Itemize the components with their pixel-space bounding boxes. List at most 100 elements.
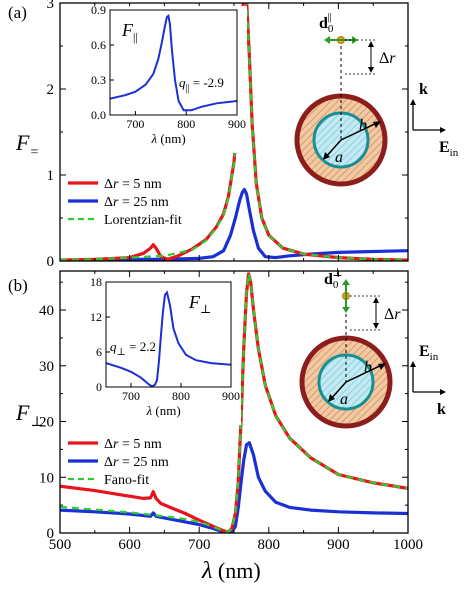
radius-b-arrowhead <box>378 363 386 370</box>
y-tick-label: 3 <box>47 0 55 12</box>
legend-label-0-part: Δ <box>104 437 113 452</box>
inset-x-label: λ (nm) <box>146 403 181 418</box>
dipole-label-part: ⊥ <box>332 267 342 279</box>
inset-f-label-part: F <box>188 292 201 312</box>
inset-x-tick-label: 700 <box>122 389 140 403</box>
y-tick-label: 30 <box>39 359 54 375</box>
radius-b-label: b <box>364 359 372 376</box>
legend-label-1-part: r <box>113 195 119 210</box>
delta-arrowhead-down <box>368 67 374 73</box>
y-axis-label-part: F <box>15 130 30 155</box>
inset-x-tick-label: 800 <box>177 117 195 131</box>
legend-label-0-part: r <box>113 177 119 192</box>
inset-y-tick-label: 6 <box>96 345 102 359</box>
x-axis-label-part: (nm) <box>212 558 260 583</box>
inset-x-tick-label: 700 <box>126 117 144 131</box>
delta-label-part: Δ <box>379 50 389 67</box>
inset-q-annotation-part: = -2.9 <box>190 75 224 90</box>
inset-y-tick-label: 0 <box>96 380 102 394</box>
x-tick-label: 600 <box>118 537 141 553</box>
inset-q-annotation-part: q <box>179 75 186 90</box>
y-axis-label-part: ⊥ <box>30 415 43 430</box>
dipole-arrowhead-down <box>342 307 350 313</box>
inset-y-tick-label: 0.9 <box>91 3 106 17</box>
e-arrowhead <box>410 361 416 367</box>
inset-x-label-part: λ <box>151 131 158 146</box>
inset-frame <box>105 281 232 388</box>
inset-f-label: F|| <box>121 20 138 44</box>
y-tick-label: 2 <box>47 82 55 98</box>
delta-arrowhead-down <box>373 323 379 329</box>
schematic-0: ba d0|| Δr k Ein <box>294 11 459 187</box>
series-line-1 <box>60 188 408 261</box>
inset-x-tick-label: 900 <box>222 389 240 403</box>
k-label: k <box>419 81 428 98</box>
legend-label-2: Lorentzian-fit <box>104 213 182 228</box>
x-tick-label: 700 <box>188 537 211 553</box>
legend-label-0: Δr = 5 nm <box>104 177 162 192</box>
inset-y-tick-label: 12 <box>90 310 102 324</box>
inset-frame <box>109 9 238 116</box>
panel-label: (a) <box>8 3 27 22</box>
inset-y-tick-label: 18 <box>90 275 102 289</box>
dipole-label: d0|| <box>319 11 334 35</box>
inset-q-annotation-part: || <box>186 83 190 94</box>
dipole-label-part: 0 <box>333 279 339 291</box>
panel-label: (b) <box>8 276 28 295</box>
legend-label-0: Δr = 5 nm <box>104 437 162 452</box>
k-arrowhead <box>440 389 446 395</box>
legend-label-0-part: = 5 nm <box>118 177 161 192</box>
legend-label-0-part: = 5 nm <box>118 437 161 452</box>
dipole-arrowhead-up <box>342 279 350 285</box>
y-axis-label: F⊥ <box>15 400 44 430</box>
k-arrowhead <box>410 99 416 105</box>
x-tick-label: 800 <box>258 537 281 553</box>
y-tick-label: 40 <box>39 303 54 319</box>
inset-series-line <box>106 290 231 387</box>
y-tick-label: 20 <box>39 415 54 431</box>
radius-a-arrowhead <box>323 152 330 160</box>
legend-label-1-part: = 25 nm <box>118 195 168 210</box>
inset-series-line <box>110 13 237 112</box>
dipole-label-part: d <box>324 271 333 288</box>
delta-arrowhead-up <box>373 297 379 303</box>
radius-b-arrow <box>340 121 380 141</box>
radius-b-arrowhead <box>373 121 381 128</box>
legend-label-2: Fano-fit <box>104 473 149 488</box>
inset-x-label-part: (nm) <box>157 131 186 146</box>
legend-label-1-part: = 25 nm <box>118 455 168 470</box>
legend-label-1-part: Δ <box>104 195 113 210</box>
delta-label: Δr <box>379 50 396 67</box>
series-line-1 <box>60 441 408 533</box>
x-tick-label: 900 <box>327 537 350 553</box>
e-label: Ein <box>419 343 439 363</box>
inset-x-label-part: (nm) <box>152 403 181 418</box>
delta-label-part: r <box>394 306 401 323</box>
schematic-1: ba d0⊥ Δr Ein k <box>299 267 446 429</box>
inset-y-tick-label: 0.3 <box>91 73 106 87</box>
x-tick-label: 500 <box>49 537 72 553</box>
dipole-label-part: d <box>319 15 328 32</box>
inset-x-label: λ (nm) <box>151 131 186 146</box>
inset-x-tick-label: 900 <box>228 117 246 131</box>
radius-a-arrowhead <box>328 394 335 402</box>
x-axis-label-part: λ <box>201 558 212 584</box>
radius-a-label: a <box>335 149 343 166</box>
e-label-part: in <box>430 351 439 363</box>
inset-q-annotation-part: ⊥ <box>117 347 126 358</box>
dipole-label: d0⊥ <box>324 267 343 291</box>
inset-q-annotation-part: q <box>110 339 117 354</box>
dipole-arrowhead-left <box>324 36 330 44</box>
inset-x-label-part: λ <box>146 403 153 418</box>
dipole-label-part: 0 <box>328 23 334 35</box>
y-tick-label: 10 <box>39 470 54 486</box>
k-label: k <box>437 401 446 418</box>
inset-f-label: F⊥ <box>188 292 211 316</box>
delta-arrowhead-up <box>368 41 374 47</box>
legend-label-0-part: r <box>113 437 119 452</box>
legend-label-0-part: Δ <box>104 177 113 192</box>
inset-q-annotation: q|| = -2.9 <box>179 75 224 94</box>
